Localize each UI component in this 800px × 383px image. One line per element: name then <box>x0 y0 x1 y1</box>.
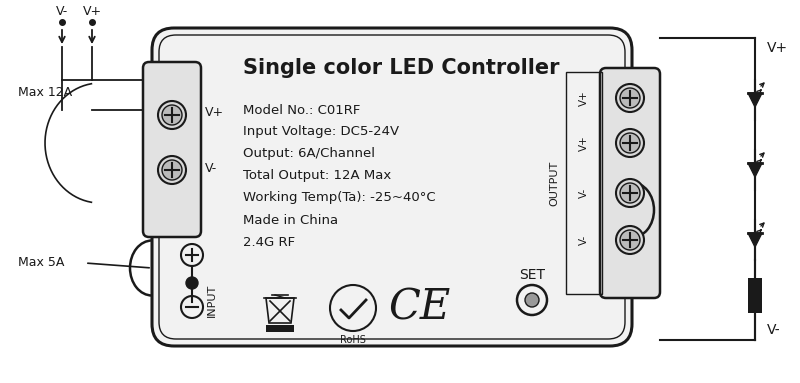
Text: V+: V+ <box>579 90 589 106</box>
Text: V+: V+ <box>579 135 589 151</box>
Text: V-: V- <box>205 162 218 175</box>
Circle shape <box>525 293 539 307</box>
Polygon shape <box>748 163 762 177</box>
Circle shape <box>186 277 198 289</box>
Circle shape <box>620 133 640 153</box>
FancyBboxPatch shape <box>266 325 294 332</box>
Circle shape <box>616 129 644 157</box>
Circle shape <box>616 179 644 207</box>
Text: INPUT: INPUT <box>207 283 217 317</box>
Text: V-: V- <box>579 235 589 245</box>
Circle shape <box>158 101 186 129</box>
Text: Output: 6A/Channel: Output: 6A/Channel <box>243 147 375 160</box>
Text: Single color LED Controller: Single color LED Controller <box>243 58 559 78</box>
FancyBboxPatch shape <box>143 62 201 237</box>
Text: 2.4G RF: 2.4G RF <box>243 236 295 249</box>
Text: Max 5A: Max 5A <box>18 257 64 270</box>
Text: Made in China: Made in China <box>243 213 338 226</box>
Text: RoHS: RoHS <box>340 335 366 345</box>
Circle shape <box>616 84 644 112</box>
Circle shape <box>162 105 182 125</box>
Text: OUTPUT: OUTPUT <box>549 160 559 206</box>
Circle shape <box>620 183 640 203</box>
Text: Input Voltage: DC5-24V: Input Voltage: DC5-24V <box>243 126 399 139</box>
Circle shape <box>620 88 640 108</box>
Text: Model No.: C01RF: Model No.: C01RF <box>243 103 360 116</box>
Polygon shape <box>748 93 762 107</box>
Text: Total Output: 12A Max: Total Output: 12A Max <box>243 170 391 183</box>
Circle shape <box>158 156 186 184</box>
FancyBboxPatch shape <box>748 278 762 313</box>
Text: V-: V- <box>579 188 589 198</box>
Text: Max 12A: Max 12A <box>18 85 72 98</box>
Text: CE: CE <box>389 287 451 329</box>
Circle shape <box>620 230 640 250</box>
FancyBboxPatch shape <box>152 28 632 346</box>
Text: V+: V+ <box>205 105 224 118</box>
Text: SET: SET <box>519 268 545 282</box>
Circle shape <box>162 160 182 180</box>
Text: Working Temp(Ta): -25~40°C: Working Temp(Ta): -25~40°C <box>243 192 436 205</box>
Text: V-: V- <box>767 323 781 337</box>
Polygon shape <box>748 233 762 247</box>
Text: V-: V- <box>56 5 68 18</box>
Circle shape <box>616 226 644 254</box>
Text: V+: V+ <box>82 5 102 18</box>
FancyBboxPatch shape <box>600 68 660 298</box>
Text: V+: V+ <box>767 41 788 55</box>
